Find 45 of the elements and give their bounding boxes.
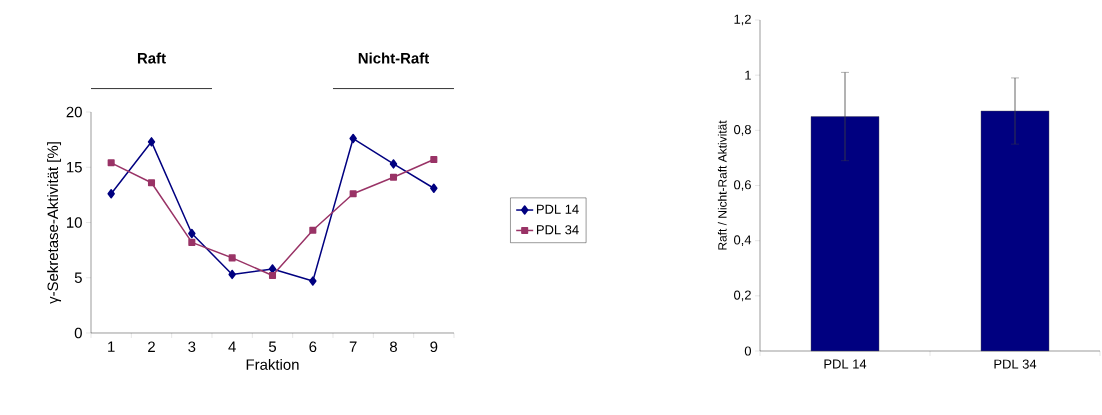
x-axis-title: Fraktion: [246, 358, 299, 370]
point: [147, 137, 156, 147]
y-tick-label: 0: [74, 327, 82, 339]
x-tick-label: 7: [349, 341, 357, 352]
legend-label: PDL 14: [536, 204, 579, 214]
y-tick-label: 0,2: [734, 290, 751, 302]
text: Nicht-Raft: [358, 52, 429, 64]
point: [430, 183, 438, 193]
y-tick-label: 0,4: [734, 235, 752, 247]
point: [309, 226, 317, 234]
point: [107, 189, 115, 199]
y-axis-title: γ-Sekretase-Aktivität [%]: [47, 142, 62, 304]
text: Raft: [137, 52, 166, 64]
x-tick-label: 3: [188, 341, 196, 353]
point: [309, 276, 317, 286]
legend-label: PDL 34: [536, 225, 579, 235]
point: [228, 254, 236, 262]
y-axis-title: Raft / Nicht-Raft Aktivität: [717, 120, 727, 250]
y-tick-label: 1,2: [734, 14, 751, 26]
x-tick-label: 9: [430, 341, 438, 353]
point: [389, 173, 398, 181]
y-tick-label: 15: [67, 162, 82, 173]
point: [228, 269, 236, 280]
x-tick-label: 8: [389, 341, 397, 353]
point: [188, 238, 196, 246]
point: [430, 155, 438, 164]
x-tick-label: 6: [309, 341, 317, 353]
y-tick-label: 20: [66, 106, 82, 118]
x-tick-label: 4: [228, 341, 236, 352]
point: [349, 133, 357, 144]
point: [188, 228, 196, 239]
y-tick-label: 10: [67, 217, 82, 228]
x-tick-label: 5: [268, 341, 277, 352]
y-tick-label: 1: [745, 70, 751, 80]
point: [107, 159, 115, 167]
point: [268, 272, 277, 280]
x-tick-label: 2: [148, 341, 155, 352]
x-tick-label: 1: [108, 341, 115, 352]
y-tick-label: 0,6: [734, 180, 751, 191]
point: [147, 179, 156, 187]
point: [389, 159, 398, 169]
point: [349, 190, 357, 198]
y-tick-label: 0,8: [734, 124, 751, 136]
y-tick-label: 5: [74, 272, 82, 283]
y-tick-label: 0: [744, 346, 752, 356]
